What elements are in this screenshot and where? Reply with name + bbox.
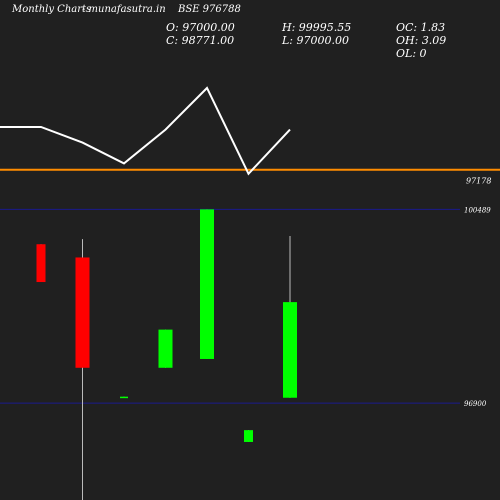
site-label: - munafasutra.in xyxy=(82,4,166,15)
candle-body xyxy=(36,244,46,283)
candle-body xyxy=(283,302,297,398)
close-value: C: 98771.00 xyxy=(166,34,235,47)
open-value: O: 97000.00 xyxy=(166,21,235,34)
candle-body xyxy=(244,430,253,442)
candle-body xyxy=(200,209,214,359)
brand-label: Monthly Charts xyxy=(12,4,92,15)
candle-body xyxy=(75,257,90,368)
oc-value: OC: 1.83 xyxy=(396,21,446,34)
low-value: L: 97000.00 xyxy=(282,34,349,47)
candle-body xyxy=(120,396,128,399)
ol-value: OL: 0 xyxy=(396,47,427,60)
candle-body xyxy=(158,329,173,368)
high-value: H: 99995.55 xyxy=(282,21,352,34)
symbol-label: BSE 976788 xyxy=(178,4,241,15)
oh-value: OH: 3.09 xyxy=(396,34,447,47)
price-level-label: 96900 xyxy=(464,400,487,408)
price-level-label: 100489 xyxy=(464,206,491,214)
line-series xyxy=(0,86,291,176)
reference-line-label: 97178 xyxy=(466,177,491,186)
